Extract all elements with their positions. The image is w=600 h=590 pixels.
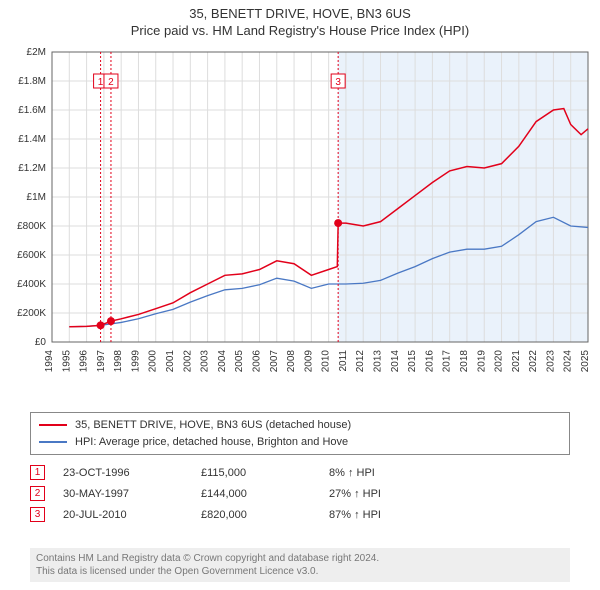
svg-text:2000: 2000 [148, 350, 159, 373]
legend-label: HPI: Average price, detached house, Brig… [75, 434, 348, 451]
line-chart-svg: £0 £200K £400K £600K £800K £1M £1.2M £1.4M £1.6M… [0, 44, 600, 404]
svg-text:1995: 1995 [61, 350, 72, 373]
svg-text:2023: 2023 [545, 350, 556, 373]
svg-text:2003: 2003 [200, 350, 211, 373]
event-delta: 87% ↑ HPI [329, 509, 429, 521]
svg-text:£400K: £400K [17, 279, 46, 290]
legend-swatch-property [39, 424, 67, 426]
svg-text:£0: £0 [35, 337, 47, 348]
event-date: 30-MAY-1997 [63, 488, 183, 500]
chart-area: £0 £200K £400K £600K £800K £1M £1.2M £1.4M £1.6M… [0, 44, 600, 404]
event-delta: 27% ↑ HPI [329, 488, 429, 500]
svg-text:3: 3 [335, 77, 341, 88]
svg-text:2006: 2006 [251, 350, 262, 373]
svg-text:2019: 2019 [476, 350, 487, 373]
event-row: 1 23-OCT-1996 £115,000 8% ↑ HPI [30, 462, 570, 483]
svg-text:2020: 2020 [494, 350, 505, 373]
svg-text:1999: 1999 [130, 350, 141, 373]
legend-swatch-hpi [39, 441, 67, 443]
event-price: £115,000 [201, 467, 311, 479]
svg-text:2021: 2021 [511, 350, 522, 373]
legend-item: HPI: Average price, detached house, Brig… [39, 434, 561, 451]
svg-text:1996: 1996 [79, 350, 90, 373]
svg-text:2010: 2010 [321, 350, 332, 373]
svg-text:2001: 2001 [165, 350, 176, 373]
svg-text:2024: 2024 [563, 350, 574, 373]
event-price: £144,000 [201, 488, 311, 500]
attribution-line: Contains HM Land Registry data © Crown c… [36, 552, 564, 565]
svg-text:2009: 2009 [303, 350, 314, 373]
svg-text:2002: 2002 [182, 350, 193, 373]
legend-item: 35, BENETT DRIVE, HOVE, BN3 6US (detache… [39, 417, 561, 434]
svg-text:£1.6M: £1.6M [18, 105, 46, 116]
event-table: 1 23-OCT-1996 £115,000 8% ↑ HPI 2 30-MAY… [30, 462, 570, 525]
attribution-footer: Contains HM Land Registry data © Crown c… [30, 548, 570, 582]
svg-text:2004: 2004 [217, 350, 228, 373]
event-row: 3 20-JUL-2010 £820,000 87% ↑ HPI [30, 504, 570, 525]
event-marker-box: 1 [30, 465, 45, 480]
svg-text:2025: 2025 [580, 350, 591, 373]
svg-text:2022: 2022 [528, 350, 539, 373]
legend: 35, BENETT DRIVE, HOVE, BN3 6US (detache… [30, 412, 570, 455]
svg-text:2008: 2008 [286, 350, 297, 373]
attribution-line: This data is licensed under the Open Gov… [36, 565, 564, 578]
svg-text:£800K: £800K [17, 221, 46, 232]
legend-label: 35, BENETT DRIVE, HOVE, BN3 6US (detache… [75, 417, 351, 434]
svg-text:2012: 2012 [355, 350, 366, 373]
svg-text:2018: 2018 [459, 350, 470, 373]
svg-text:2017: 2017 [442, 350, 453, 373]
svg-text:1998: 1998 [113, 350, 124, 373]
svg-text:2007: 2007 [269, 350, 280, 373]
svg-text:£1.8M: £1.8M [18, 76, 46, 87]
event-price: £820,000 [201, 509, 311, 521]
svg-text:£2M: £2M [27, 47, 46, 58]
event-date: 20-JUL-2010 [63, 509, 183, 521]
svg-text:£1.4M: £1.4M [18, 134, 46, 145]
svg-text:1997: 1997 [96, 350, 107, 373]
svg-text:2015: 2015 [407, 350, 418, 373]
page-root: 35, BENETT DRIVE, HOVE, BN3 6US Price pa… [0, 0, 600, 590]
svg-text:1: 1 [98, 77, 104, 88]
svg-text:2005: 2005 [234, 350, 245, 373]
event-marker-box: 2 [30, 486, 45, 501]
svg-text:£1.2M: £1.2M [18, 163, 46, 174]
svg-text:2013: 2013 [373, 350, 384, 373]
svg-text:£1M: £1M [27, 192, 46, 203]
svg-text:2016: 2016 [424, 350, 435, 373]
title-address: 35, BENETT DRIVE, HOVE, BN3 6US [0, 6, 600, 21]
chart-title-block: 35, BENETT DRIVE, HOVE, BN3 6US Price pa… [0, 0, 600, 40]
svg-text:£600K: £600K [17, 250, 46, 261]
svg-text:2011: 2011 [338, 350, 349, 372]
title-subtitle: Price paid vs. HM Land Registry's House … [0, 23, 600, 38]
event-row: 2 30-MAY-1997 £144,000 27% ↑ HPI [30, 483, 570, 504]
event-delta: 8% ↑ HPI [329, 467, 429, 479]
svg-text:£200K: £200K [17, 308, 46, 319]
svg-text:2014: 2014 [390, 350, 401, 373]
svg-text:1994: 1994 [44, 350, 55, 373]
svg-text:2: 2 [108, 77, 114, 88]
event-marker-box: 3 [30, 507, 45, 522]
event-date: 23-OCT-1996 [63, 467, 183, 479]
